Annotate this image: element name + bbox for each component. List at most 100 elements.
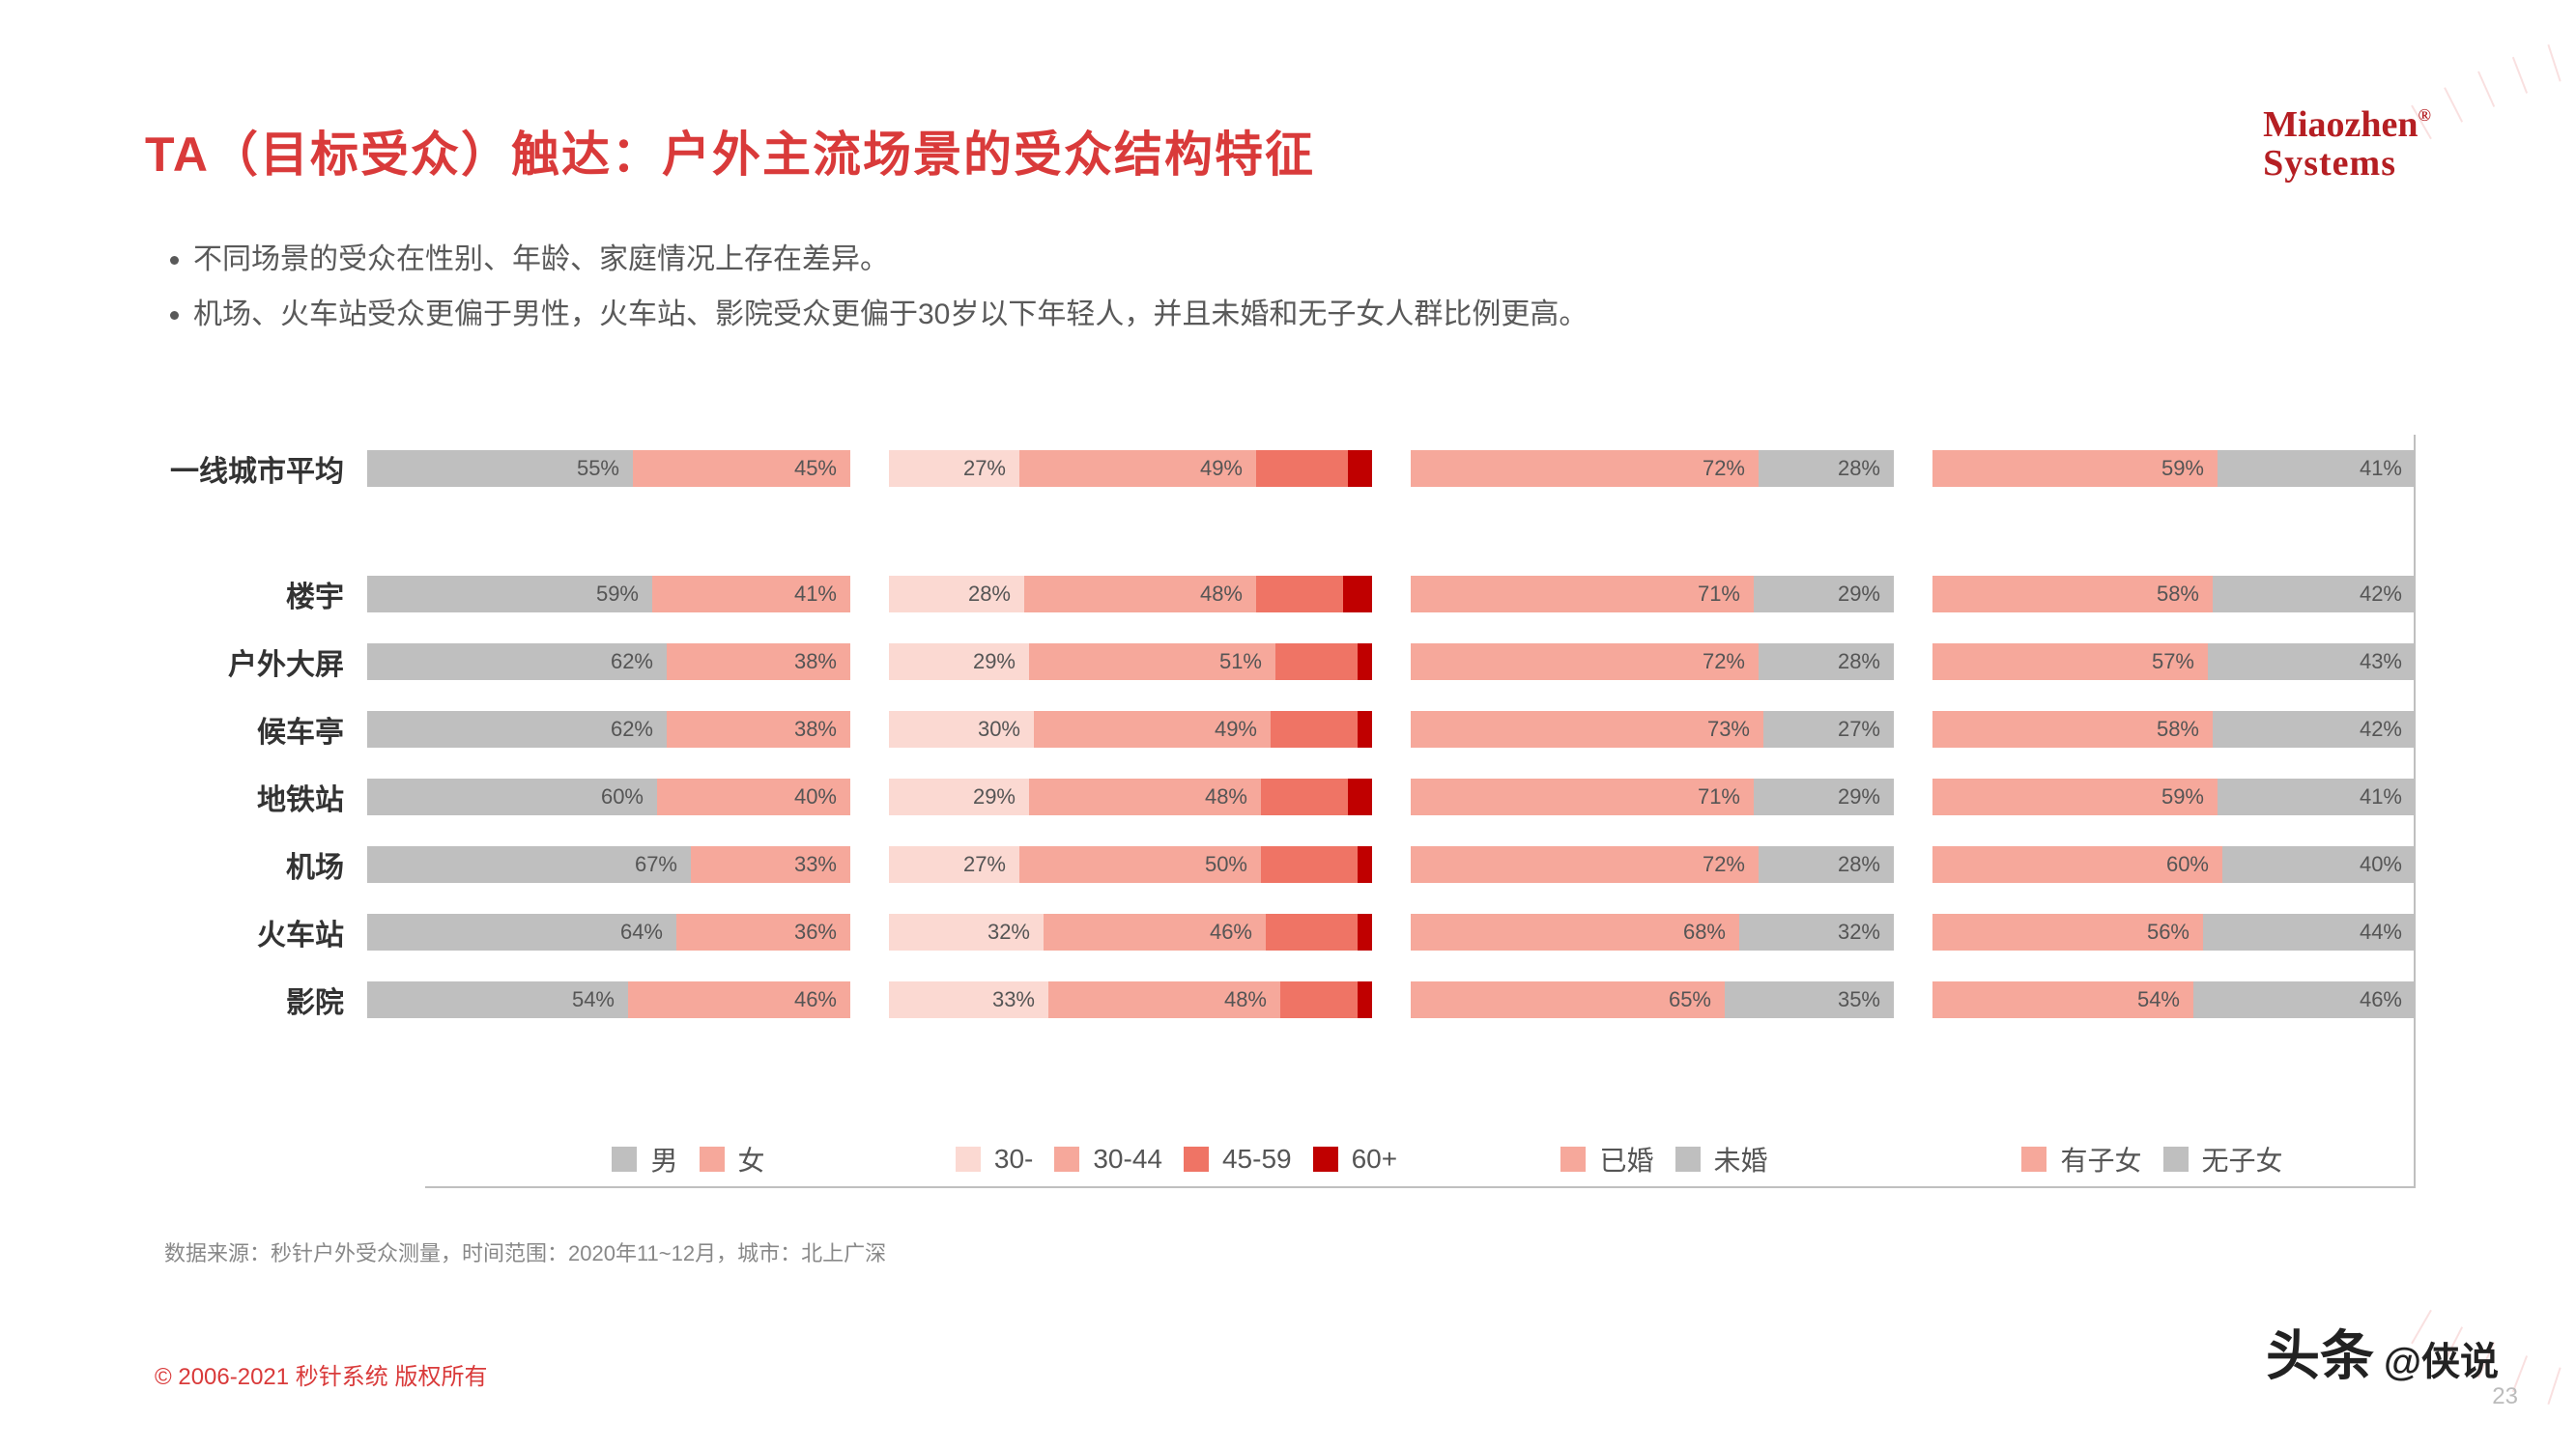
row-label: 一线城市平均 [145,447,367,490]
bar-group: 64%36% [367,914,850,951]
legend-label: 30-44 [1093,1144,1162,1175]
page-title: TA（目标受众）触达：户外主流场景的受众结构特征 [145,116,2431,185]
bar-segment: 42% [2213,711,2416,748]
bar-group: 28%48% [889,576,1372,612]
bar-segment: 59% [1932,779,2218,815]
bullet-item: 不同场景的受众在性别、年龄、家庭情况上存在差异。 [193,232,2431,287]
bar-group: 29%51% [889,643,1372,680]
bar-segment: 65% [1411,981,1725,1018]
bar-segment: 29% [1754,779,1894,815]
row-groups: 55%45%27%49%72%28%59%41% [367,450,2416,487]
bar-segment: 27% [889,450,1019,487]
bar-group: 54%46% [367,981,850,1018]
bar-segment [1280,981,1358,1018]
bar-segment: 41% [652,576,850,612]
bar-group: 54%46% [1932,981,2416,1018]
bullet-list: 不同场景的受众在性别、年龄、家庭情况上存在差异。 机场、火车站受众更偏于男性，火… [145,232,2431,342]
row-label: 机场 [145,843,367,886]
bar-segment: 73% [1411,711,1763,748]
bar-segment: 29% [1754,576,1894,612]
bar-group: 58%42% [1932,576,2416,612]
bar-segment: 68% [1411,914,1739,951]
legend-swatch [1313,1147,1338,1172]
row-groups: 54%46%33%48%65%35%54%46% [367,981,2416,1018]
bar-segment: 38% [667,643,850,680]
logo-line1: Miaozhen [2263,104,2418,145]
bar-segment [1358,846,1372,883]
row-groups: 60%40%29%48%71%29%59%41% [367,779,2416,815]
bar-segment: 60% [1932,846,2222,883]
bar-segment: 71% [1411,779,1754,815]
bar-group: 55%45% [367,450,850,487]
bar-segment: 30% [889,711,1034,748]
row-label: 地铁站 [145,776,367,818]
legend-swatch [2163,1147,2189,1172]
legend-label: 60+ [1352,1144,1398,1175]
bar-segment: 48% [1048,981,1280,1018]
bar-segment: 51% [1029,643,1275,680]
legend-swatch [700,1147,725,1172]
bar-segment [1261,779,1348,815]
legend-group-gender: 男女 [444,1140,932,1179]
row-groups: 62%38%30%49%73%27%58%42% [367,711,2416,748]
bar-segment [1275,643,1358,680]
legend-item: 30-44 [1054,1144,1162,1175]
legend-label: 男 [650,1140,677,1179]
legend-item: 有子女 [2021,1140,2141,1179]
bar-group: 27%50% [889,846,1372,883]
bar-segment: 35% [1725,981,1894,1018]
chart-row: 机场67%33%27%50%72%28%60%40% [145,840,2416,889]
logo-line2: Systems [2263,143,2396,184]
bar-segment: 48% [1024,576,1256,612]
legend-swatch [2021,1147,2046,1172]
legend-label: 未婚 [1714,1140,1768,1179]
bar-segment [1348,450,1372,487]
legend-label: 30- [994,1144,1033,1175]
legend-label: 有子女 [2060,1140,2141,1179]
legend-label: 45-59 [1222,1144,1292,1175]
bar-segment: 43% [2208,643,2416,680]
bar-group: 60%40% [1932,846,2416,883]
row-label: 影院 [145,979,367,1021]
legend-item: 60+ [1313,1144,1398,1175]
bar-group: 57%43% [1932,643,2416,680]
row-groups: 64%36% 32%46% 68%32% 56%44% [367,914,2416,951]
row-label: 楼宇 [145,573,367,615]
bar-group: 71%29% [1411,576,1894,612]
bar-group: 32%46% [889,914,1372,951]
bar-segment: 27% [1763,711,1894,748]
bar-segment [1343,576,1372,612]
bar-segment: 57% [1932,643,2208,680]
bar-segment: 46% [628,981,850,1018]
bar-segment: 58% [1932,576,2213,612]
bar-segment: 60% [367,779,657,815]
bar-segment [1261,846,1358,883]
bar-segment: 55% [367,450,633,487]
legend-item: 女 [700,1140,765,1179]
bar-segment: 38% [667,711,850,748]
bar-segment [1358,981,1372,1018]
legend-group-age: 30- 30-44 45-59 60+ [932,1140,1420,1179]
legend-item: 无子女 [2163,1140,2283,1179]
bar-group: 60%40% [367,779,850,815]
row-groups: 67%33%27%50%72%28%60%40% [367,846,2416,883]
brand-logo: Miaozhen® Systems [2263,106,2431,184]
bar-segment: 36% [676,914,850,951]
legend-group-children: 有子女无子女 [1908,1140,2396,1179]
bar-segment: 50% [1019,846,1261,883]
bar-segment [1358,711,1372,748]
legend-item: 已婚 [1560,1140,1653,1179]
bar-segment [1358,914,1372,951]
row-label: 火车站 [145,911,367,953]
legend-swatch [1675,1147,1701,1172]
bar-segment: 59% [367,576,652,612]
bar-segment: 56% [1932,914,2203,951]
bar-group: 59%41% [1932,450,2416,487]
bar-segment [1348,779,1372,815]
bar-group: 56%44% [1932,914,2416,951]
row-groups: 59%41% 28%48% 71%29% 58%42% [367,576,2416,612]
chart-row: 影院54%46%33%48%65%35%54%46% [145,976,2416,1024]
bar-segment: 32% [1739,914,1894,951]
bar-group: 30%49% [889,711,1372,748]
bar-group: 73%27% [1411,711,1894,748]
